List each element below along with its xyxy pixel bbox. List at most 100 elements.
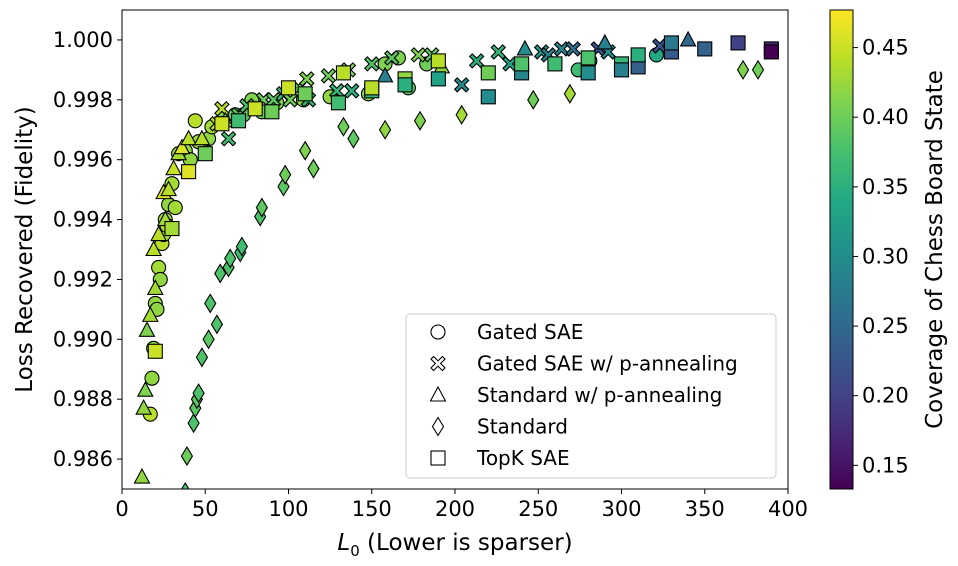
data-point bbox=[468, 53, 485, 69]
legend-item: Standard w/ p-annealing bbox=[429, 383, 722, 407]
data-point bbox=[453, 77, 470, 93]
data-point bbox=[167, 200, 183, 216]
data-point bbox=[265, 92, 282, 108]
colorbar-tick-label: 0.35 bbox=[862, 175, 909, 199]
data-point bbox=[147, 343, 163, 359]
data-point bbox=[133, 467, 151, 484]
y-tick-label: 0.986 bbox=[53, 447, 113, 471]
data-point bbox=[136, 381, 154, 397]
data-point bbox=[397, 77, 413, 93]
data-point bbox=[563, 83, 577, 104]
data-point bbox=[195, 347, 209, 368]
data-point bbox=[527, 89, 540, 110]
data-point bbox=[299, 140, 312, 161]
data-point bbox=[247, 101, 263, 117]
data-point bbox=[320, 68, 337, 84]
data-point bbox=[613, 62, 630, 78]
data-point bbox=[547, 56, 563, 72]
legend-item: Gated SAE w/ p-annealing bbox=[430, 352, 738, 376]
data-point bbox=[187, 413, 200, 434]
legend-label: Standard w/ p-annealing bbox=[477, 383, 722, 407]
data-point bbox=[193, 129, 211, 146]
legend-box bbox=[405, 313, 777, 479]
colorbar-tick-label: 0.45 bbox=[862, 36, 909, 60]
data-point bbox=[430, 71, 446, 87]
data-point bbox=[337, 116, 350, 137]
data-point bbox=[480, 89, 496, 105]
data-point bbox=[580, 65, 596, 81]
x-tick-label: 350 bbox=[685, 497, 725, 521]
data-point bbox=[378, 119, 392, 140]
y-tick-label: 0.998 bbox=[53, 88, 113, 112]
x-tick-label: 0 bbox=[115, 497, 128, 521]
x-tick-label: 200 bbox=[435, 497, 475, 521]
data-point bbox=[231, 113, 247, 129]
data-point bbox=[763, 44, 779, 60]
data-point bbox=[135, 399, 153, 415]
data-point bbox=[220, 130, 237, 147]
legend-label: Gated SAE bbox=[477, 320, 583, 344]
data-point bbox=[180, 446, 194, 467]
scatter-points-layer bbox=[133, 30, 779, 489]
data-point bbox=[565, 41, 581, 57]
data-point bbox=[383, 50, 400, 66]
data-point bbox=[596, 33, 614, 50]
data-point bbox=[307, 158, 320, 179]
data-point bbox=[146, 279, 164, 295]
y-axis-ticks: 0.986 0.988 0.990 0.992 0.994 0.996 0.998 1.000 bbox=[53, 28, 122, 471]
legend-marker-circle bbox=[430, 324, 446, 340]
data-point bbox=[150, 225, 168, 242]
data-point bbox=[202, 329, 215, 350]
legend-item: Standard bbox=[431, 415, 568, 439]
data-point bbox=[180, 481, 190, 489]
x-tick-label: 150 bbox=[352, 497, 392, 521]
data-point bbox=[173, 138, 191, 155]
x-tick-label: 300 bbox=[601, 497, 641, 521]
data-point bbox=[264, 104, 280, 120]
colorbar-tick-label: 0.30 bbox=[862, 244, 909, 268]
series-square bbox=[147, 35, 779, 359]
data-point bbox=[235, 236, 249, 257]
x-tick-label: 100 bbox=[268, 497, 308, 521]
data-point bbox=[144, 370, 160, 386]
y-tick-label: 0.990 bbox=[53, 327, 113, 351]
data-point bbox=[204, 293, 217, 314]
data-point bbox=[751, 59, 765, 80]
data-point bbox=[516, 39, 534, 56]
legend-marker-diamond bbox=[431, 416, 445, 437]
data-point bbox=[181, 164, 197, 180]
legend-label: Standard bbox=[477, 415, 568, 439]
legend-item: Gated SAE bbox=[430, 320, 583, 344]
y-tick-label: 0.992 bbox=[53, 267, 113, 291]
colorbar-tick-label: 0.25 bbox=[862, 314, 909, 338]
data-point bbox=[187, 113, 203, 129]
data-point bbox=[363, 56, 380, 72]
data-point bbox=[138, 321, 156, 337]
x-tick-label: 50 bbox=[192, 497, 219, 521]
data-point bbox=[697, 41, 713, 57]
data-point bbox=[480, 65, 496, 81]
legend-label: Gated SAE w/ p-annealing bbox=[477, 352, 738, 376]
data-point bbox=[299, 71, 315, 87]
legend-marker-x bbox=[430, 355, 446, 372]
data-point bbox=[736, 59, 750, 80]
data-point bbox=[255, 197, 269, 218]
data-point bbox=[141, 306, 159, 322]
legend-marker-triangle bbox=[429, 385, 447, 402]
x-axis-ticks: 0 50 100 150 200 250 300 350 400 bbox=[115, 489, 808, 521]
data-point bbox=[279, 164, 292, 185]
x-axis-label: L0 (Lower is sparser) bbox=[337, 530, 572, 560]
data-point bbox=[514, 56, 530, 72]
colorbar-tick-label: 0.15 bbox=[862, 453, 909, 477]
x-tick-label: 250 bbox=[518, 497, 558, 521]
colorbar-tick-label: 0.20 bbox=[862, 384, 909, 408]
colorbar-label: Coverage of Chess Board State bbox=[922, 70, 948, 429]
data-point bbox=[364, 80, 380, 96]
data-point bbox=[160, 180, 178, 197]
data-point bbox=[224, 248, 237, 269]
y-tick-label: 0.994 bbox=[53, 208, 113, 232]
y-tick-label: 0.988 bbox=[53, 387, 113, 411]
data-point bbox=[330, 95, 347, 111]
data-point bbox=[490, 44, 507, 60]
